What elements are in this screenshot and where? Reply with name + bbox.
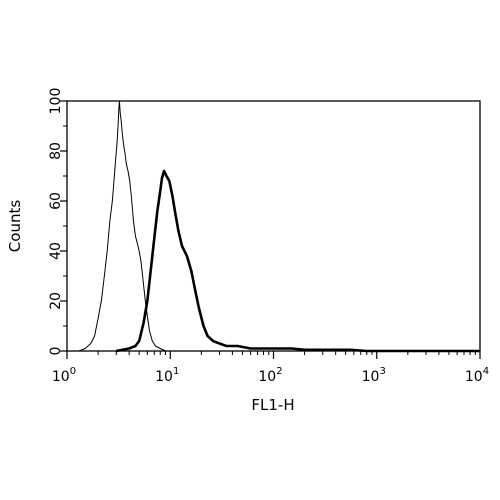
x-tick-label: 102 [258,366,282,385]
series-line-thin [78,100,166,352]
y-tick-label: 40 [48,242,64,260]
plot-frame [66,100,481,352]
y-tick-label: 100 [48,88,64,115]
x-tick-label: 101 [155,366,179,385]
x-axis-title: FL1-H [251,396,294,414]
x-axis-ticks: 100 101 102 103 104 [52,351,489,385]
x-tick-label: 104 [465,366,489,385]
y-axis-ticks: 0 20 40 60 80 100 [48,88,67,356]
y-tick-label: 60 [48,192,64,210]
y-tick-label: 0 [48,347,64,356]
series-layer [78,100,480,353]
y-tick-label: 20 [48,292,64,310]
x-tick-label: 100 [52,366,76,385]
y-tick-label: 80 [48,142,64,160]
y-axis-title: Counts [6,200,24,253]
x-tick-label: 103 [362,366,386,385]
series-line-thick [116,169,480,353]
